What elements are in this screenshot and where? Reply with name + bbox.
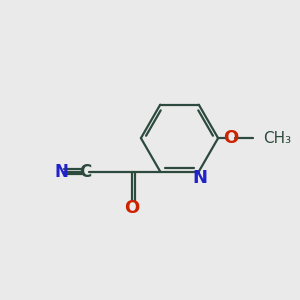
Text: N: N	[54, 163, 68, 181]
Text: O: O	[124, 199, 140, 217]
Text: O: O	[223, 129, 238, 147]
Text: N: N	[192, 169, 207, 187]
Text: C: C	[79, 163, 92, 181]
Text: CH₃: CH₃	[263, 130, 292, 146]
